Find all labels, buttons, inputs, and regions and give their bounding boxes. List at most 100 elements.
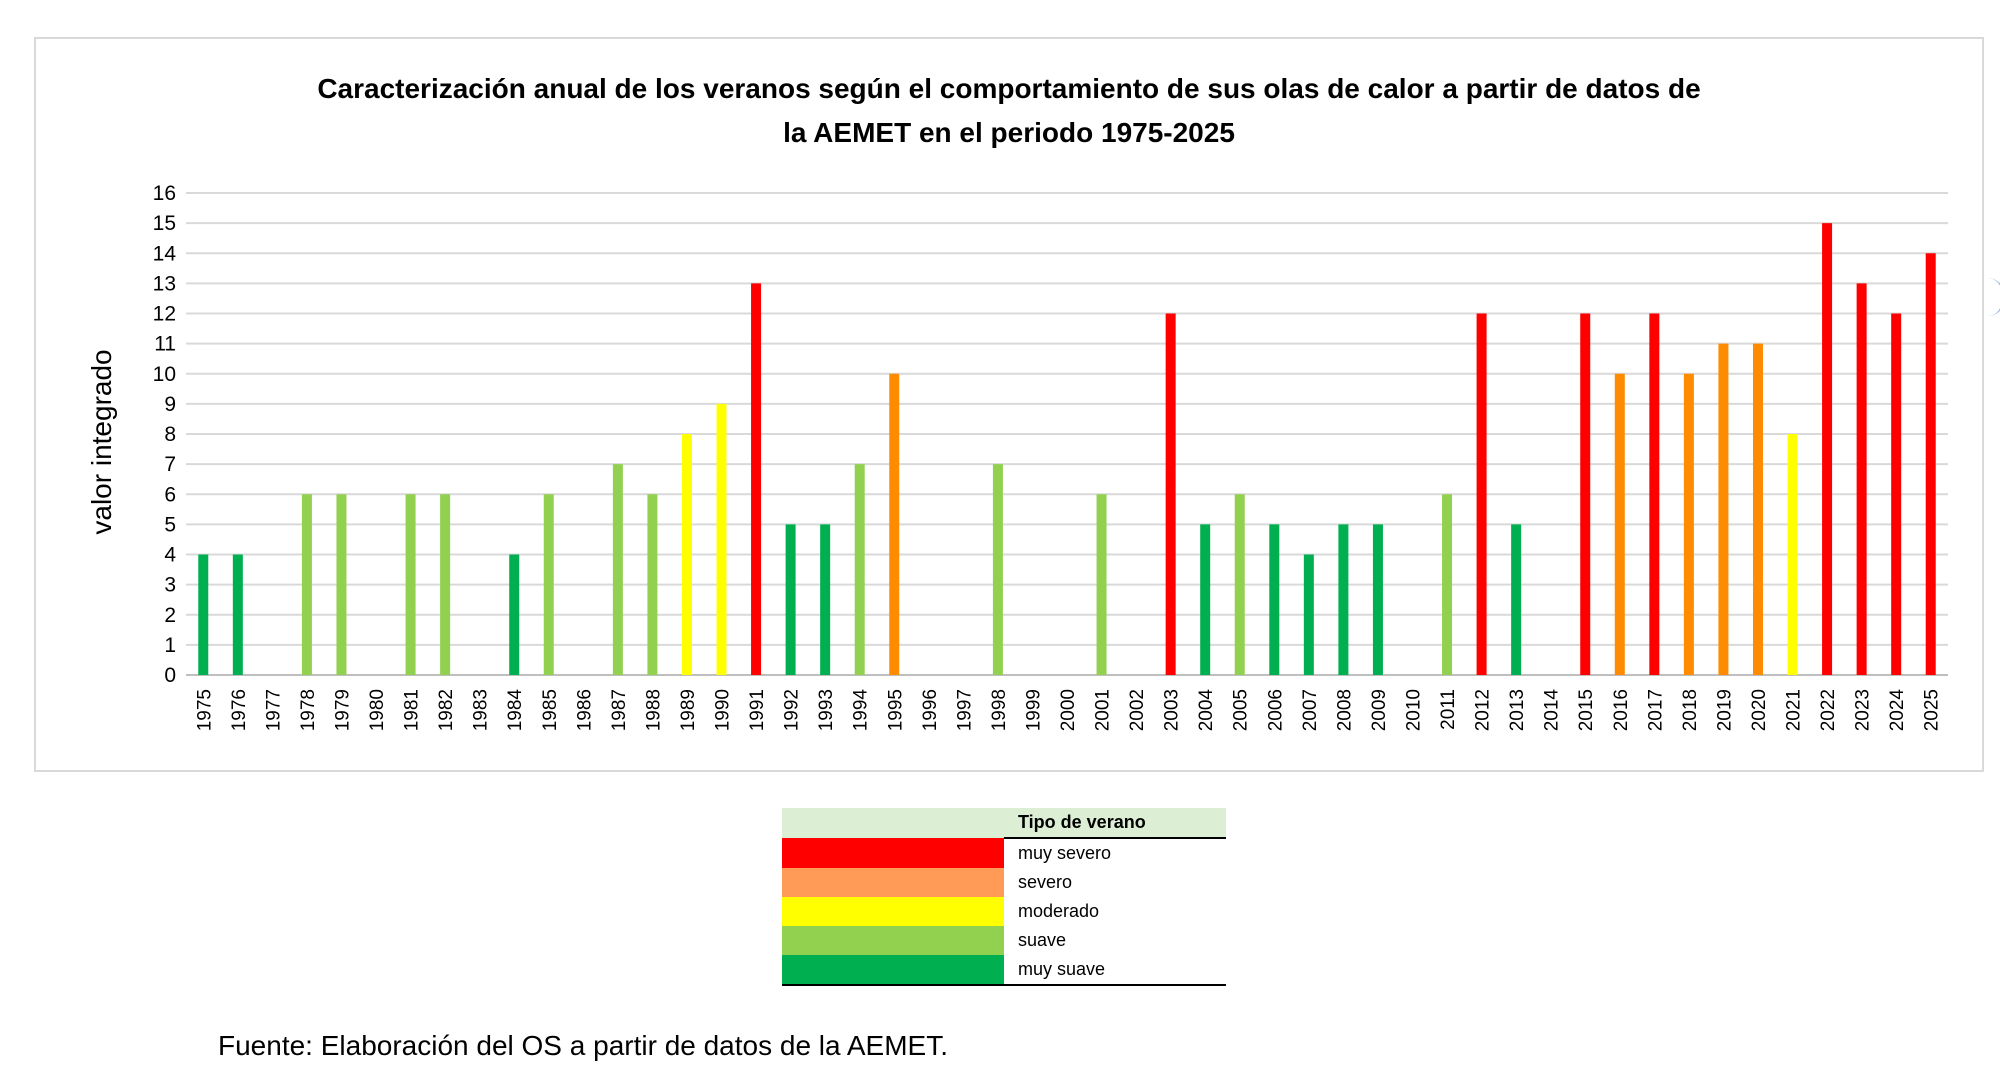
legend-swatch <box>782 955 1004 986</box>
x-tick-label: 1980 <box>367 689 388 731</box>
x-tick-label: 2005 <box>1231 689 1252 731</box>
x-tick-label: 2016 <box>1611 689 1632 731</box>
x-tick-label: 2022 <box>1818 689 1839 731</box>
bar-2013 <box>1511 524 1522 675</box>
x-tick-label: 2007 <box>1300 689 1321 731</box>
x-tick-label: 2010 <box>1403 689 1424 731</box>
legend-header: Tipo de verano <box>1004 808 1226 839</box>
bar-2017 <box>1649 313 1660 675</box>
x-tick-label: 2020 <box>1749 689 1770 731</box>
bar-1979 <box>336 494 347 675</box>
x-tick-label: 1993 <box>816 689 837 731</box>
bar-2024 <box>1891 313 1902 675</box>
x-tick-label: 2024 <box>1887 689 1908 732</box>
x-tick-label: 2003 <box>1162 689 1183 731</box>
y-tick-label: 13 <box>153 272 176 295</box>
x-tick-label: 2006 <box>1265 689 1286 731</box>
legend-header-row: Tipo de verano <box>782 808 1226 839</box>
x-tick-label: 1994 <box>851 689 872 732</box>
legend-label: moderado <box>1018 901 1100 921</box>
bar-2005 <box>1234 494 1245 675</box>
legend-row: muy severo <box>782 838 1226 868</box>
x-tick-label: 1987 <box>609 689 630 731</box>
x-tick-label: 1989 <box>678 689 699 731</box>
x-tick-label: 2008 <box>1334 689 1355 731</box>
x-tick-label: 1976 <box>229 689 250 731</box>
legend-label: muy suave <box>1004 955 1226 986</box>
bar-1976 <box>232 554 243 675</box>
bar-1987 <box>612 464 623 675</box>
x-tick-label: 1991 <box>747 689 768 731</box>
bar-2021 <box>1787 434 1798 675</box>
bar-2015 <box>1580 313 1591 675</box>
x-tick-label: 1995 <box>885 689 906 731</box>
bar-2007 <box>1303 554 1314 675</box>
bar-2011 <box>1442 494 1453 675</box>
legend-header-blank <box>782 808 1004 838</box>
y-tick-label: 12 <box>153 303 176 326</box>
bar-2004 <box>1200 524 1211 675</box>
y-tick-label: 11 <box>154 333 176 356</box>
bar-2001 <box>1096 494 1107 675</box>
x-tick-label: 2017 <box>1645 689 1666 731</box>
bar-1995 <box>889 373 900 675</box>
legend-swatch <box>782 926 1004 955</box>
x-tick-label: 1992 <box>782 689 803 731</box>
x-tick-label: 2009 <box>1369 689 1390 731</box>
bar-2020 <box>1752 343 1763 675</box>
y-tick-label: 2 <box>164 604 176 627</box>
bar-2023 <box>1856 283 1867 675</box>
legend-label: severo <box>1018 872 1073 892</box>
legend-swatch <box>782 838 1004 868</box>
y-tick-label: 14 <box>153 242 177 265</box>
x-tick-label: 1979 <box>332 689 353 731</box>
x-tick-label: 2021 <box>1784 689 1805 731</box>
bar-1990 <box>716 403 727 675</box>
bar-2012 <box>1476 313 1487 675</box>
legend-row: muy suave <box>782 955 1226 986</box>
x-tick-label: 2013 <box>1507 689 1528 731</box>
x-tick-label: 2023 <box>1853 689 1874 731</box>
bar-1993 <box>820 524 831 675</box>
x-tick-label: 1990 <box>713 689 734 731</box>
bar-1981 <box>405 494 416 675</box>
y-tick-label: 8 <box>164 423 176 446</box>
y-tick-label: 16 <box>153 182 176 205</box>
bar-1991 <box>751 283 762 675</box>
x-tick-label: 1978 <box>298 689 319 731</box>
x-tick-label: 2019 <box>1714 689 1735 731</box>
bar-2009 <box>1372 524 1383 675</box>
bar-chart: Caracterización anual de los veranos seg… <box>86 73 1948 732</box>
legend-swatch <box>782 868 1004 897</box>
y-tick-label: 3 <box>164 574 176 597</box>
y-tick-label: 0 <box>164 664 176 687</box>
bar-2019 <box>1718 343 1729 675</box>
legend-table: Tipo de verano muy severo severo moderad… <box>782 808 1226 986</box>
x-tick-label: 1996 <box>920 689 941 731</box>
bar-1975 <box>198 554 209 675</box>
bar-1978 <box>301 494 312 675</box>
bar-1984 <box>509 554 520 675</box>
bar-1982 <box>440 494 451 675</box>
x-tick-label: 1984 <box>505 689 526 732</box>
x-tick-label: 2001 <box>1093 689 1114 731</box>
scroll-edge-indicator <box>1988 278 2000 316</box>
x-tick-label: 1986 <box>574 689 595 731</box>
chart-title-line-2: la AEMET en el periodo 1975-2025 <box>783 117 1235 148</box>
x-tick-label: 1981 <box>402 689 423 731</box>
bar-1989 <box>681 434 692 675</box>
bar-2008 <box>1338 524 1349 675</box>
x-tick-label: 2000 <box>1058 689 1079 731</box>
bar-1985 <box>543 494 554 675</box>
legend-label: muy severo <box>1018 843 1112 863</box>
x-tick-label: 2011 <box>1438 689 1459 730</box>
bar-2025 <box>1925 253 1936 675</box>
x-tick-label: 1977 <box>263 689 284 731</box>
y-tick-label: 5 <box>164 513 176 536</box>
y-tick-label: 6 <box>164 483 176 506</box>
y-tick-label: 7 <box>164 453 176 476</box>
x-tick-label: 2025 <box>1922 689 1943 731</box>
bar-1992 <box>785 524 796 675</box>
legend-label: suave <box>1018 930 1067 950</box>
y-tick-label: 15 <box>153 212 176 235</box>
